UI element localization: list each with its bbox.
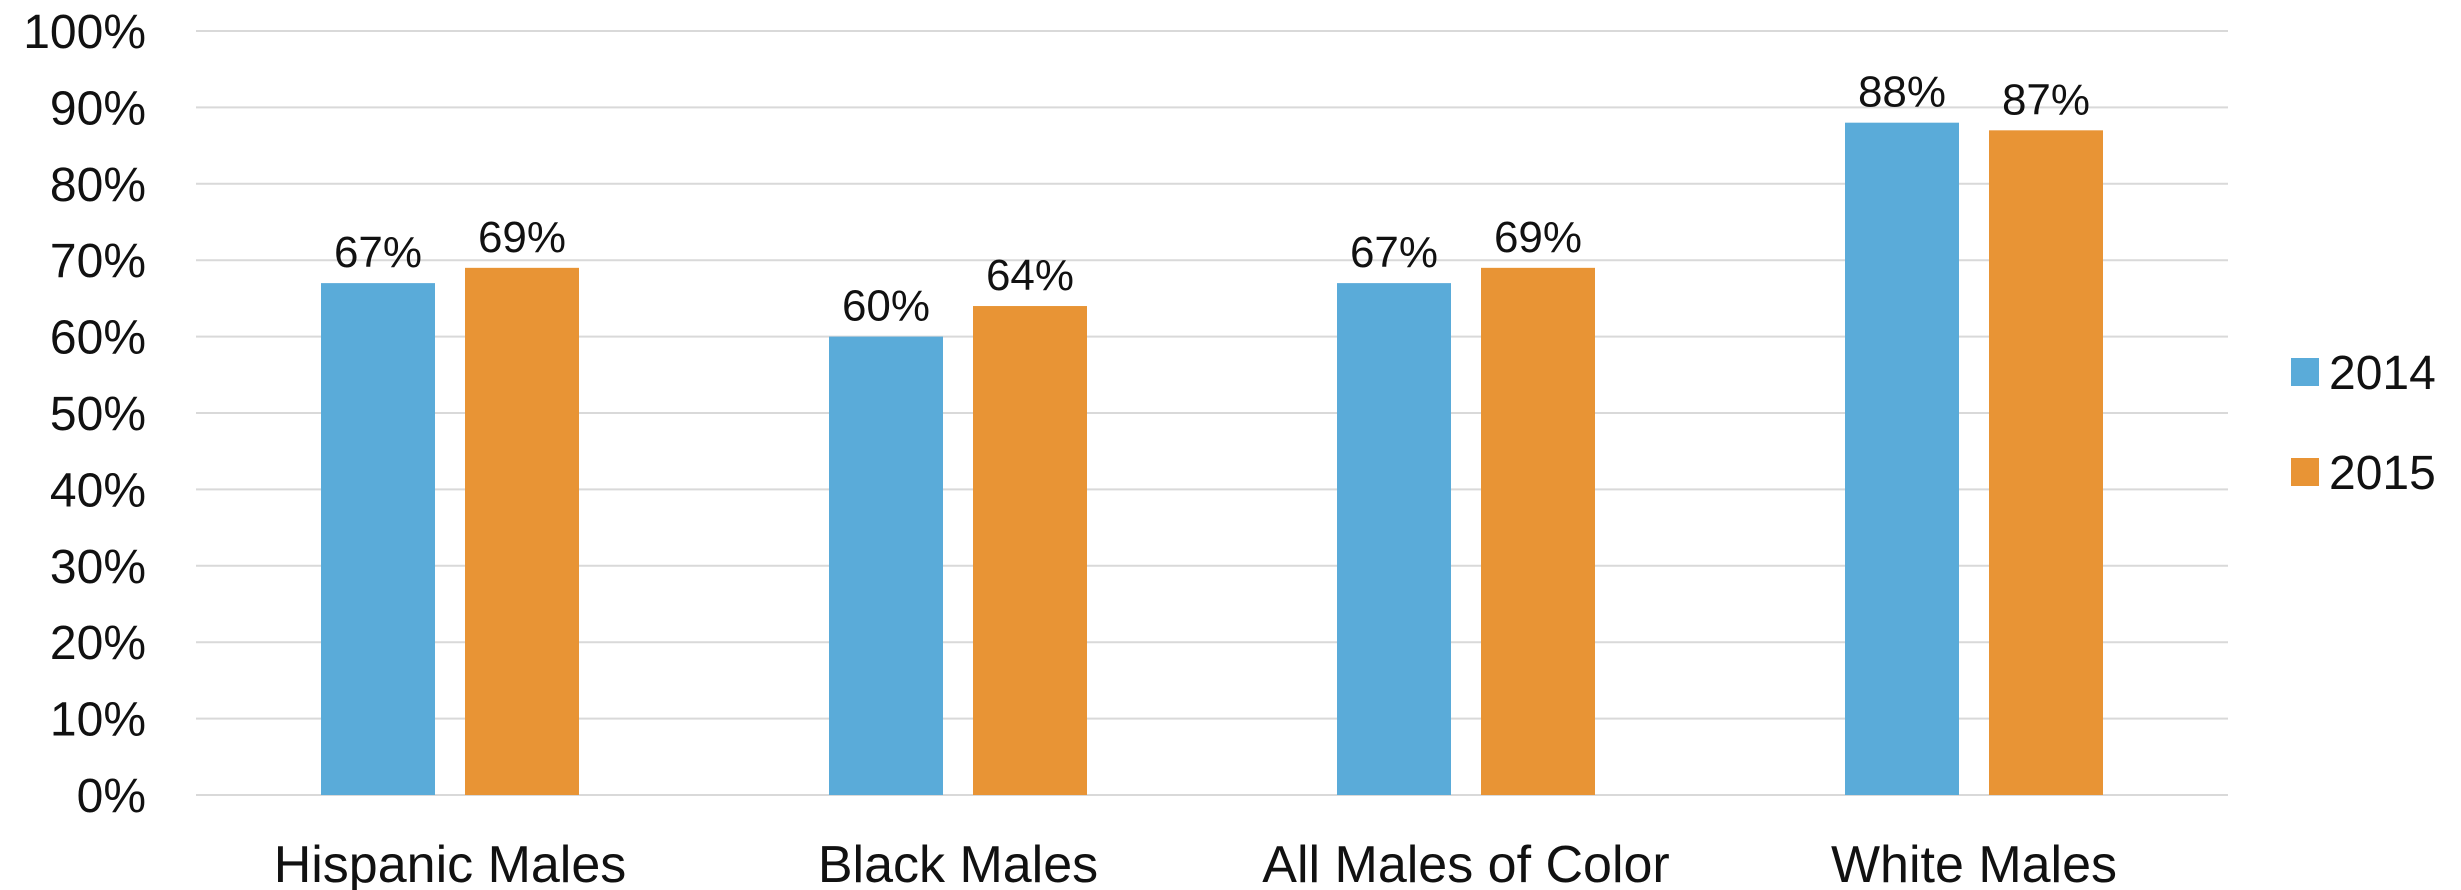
x-category-label: All Males of Color xyxy=(1262,836,1669,890)
y-tick-label: 90% xyxy=(50,82,146,135)
legend-swatch-2015 xyxy=(2291,458,2319,486)
data-label: 67% xyxy=(1350,228,1438,277)
bar-2015 xyxy=(465,267,579,796)
y-tick-label: 50% xyxy=(50,388,146,441)
bar-2015 xyxy=(973,306,1087,795)
x-axis-categories: Hispanic Males Black Males All Males of Co… xyxy=(274,836,2117,890)
bar-2014 xyxy=(1845,122,1959,796)
legend: 2014 2015 xyxy=(2291,347,2436,500)
legend-label: 2014 xyxy=(2329,347,2436,400)
y-tick-label: 10% xyxy=(50,694,146,747)
data-label: 69% xyxy=(1494,213,1582,262)
data-label: 67% xyxy=(334,228,422,277)
y-tick-label: 0% xyxy=(77,770,146,823)
y-axis-ticks: 0% 10% 20% 30% 40% 50% 60% 70% 80% 90% 100% xyxy=(23,6,146,823)
bar-2015 xyxy=(1989,130,2103,795)
x-category-label: Black Males xyxy=(818,836,1098,890)
data-label: 87% xyxy=(2002,75,2090,124)
bar-2014 xyxy=(321,283,435,795)
data-label: 60% xyxy=(842,282,930,331)
x-category-label: Hispanic Males xyxy=(274,836,627,890)
data-label: 64% xyxy=(986,251,1074,300)
y-tick-label: 30% xyxy=(50,541,146,594)
y-tick-label: 40% xyxy=(50,464,146,517)
x-category-label: White Males xyxy=(1831,836,2117,890)
y-tick-label: 60% xyxy=(50,312,146,365)
y-tick-label: 70% xyxy=(50,235,146,288)
legend-swatch-2014 xyxy=(2291,358,2319,386)
bar-2014 xyxy=(1337,283,1451,795)
bar-2015 xyxy=(1481,267,1595,796)
legend-label: 2015 xyxy=(2329,447,2436,500)
y-tick-label: 80% xyxy=(50,159,146,212)
bars xyxy=(321,122,2103,796)
y-tick-label: 20% xyxy=(50,617,146,670)
y-tick-label: 100% xyxy=(23,6,146,59)
data-label: 88% xyxy=(1858,68,1946,117)
data-labels: 67% 69% 60% 64% 67% 69% 88% 87% xyxy=(334,68,2090,331)
bar-2014 xyxy=(829,336,943,795)
data-label: 69% xyxy=(478,213,566,262)
